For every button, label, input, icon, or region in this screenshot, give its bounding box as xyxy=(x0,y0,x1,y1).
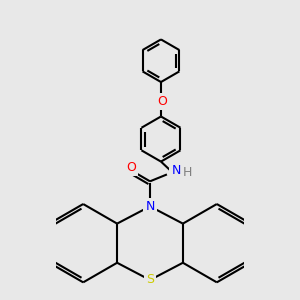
Text: O: O xyxy=(157,95,167,108)
Text: H: H xyxy=(183,166,192,179)
Text: O: O xyxy=(126,161,136,174)
Text: S: S xyxy=(146,274,154,286)
Text: N: N xyxy=(172,164,181,178)
Text: N: N xyxy=(145,200,155,213)
